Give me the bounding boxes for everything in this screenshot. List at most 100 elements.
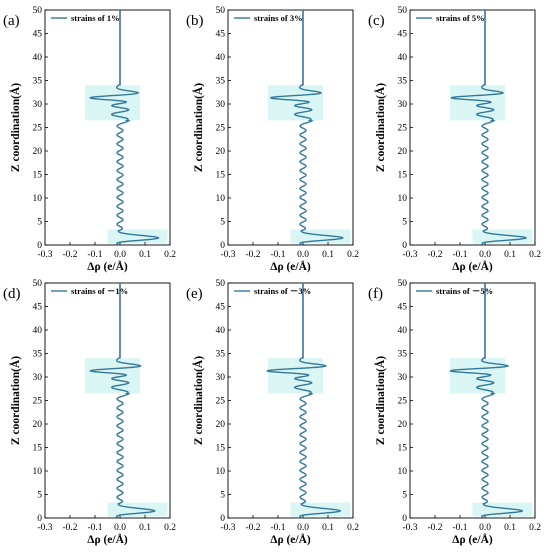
y-axis-label: Z coordination(Å) [373,356,387,445]
chart-panel: 0 5 10 15 20 25 30 35 40 45 50 -0.3 -0.2 -0.1 0.0 0.1 0.… [368,279,541,546]
y-tick-label: 25 [33,124,43,134]
y-tick-label: 50 [398,6,408,16]
y-tick-label: 35 [33,77,43,87]
x-tick-label: -0.1 [452,523,467,533]
y-tick-label: 45 [216,303,226,313]
x-tick-label: 0.1 [139,250,151,260]
x-tick-label: -0.3 [402,250,417,260]
y-tick-label: 35 [398,77,408,87]
y-tick-label: 10 [33,194,43,204]
y-tick-label: 40 [33,326,43,336]
x-tick-label: -0.2 [245,523,260,533]
y-tick-label: 10 [33,467,43,477]
x-tick-label: 0.0 [114,523,126,533]
x-tick-label: 0.2 [164,523,176,533]
y-tick-label: 35 [398,350,408,360]
y-tick-label: 5 [220,491,225,501]
y-tick-label: 35 [216,350,226,360]
x-tick-label: 0.2 [164,250,176,260]
y-tick-label: 35 [216,77,226,87]
y-tick-label: 0 [37,241,42,251]
y-tick-label: 25 [33,397,43,407]
x-axis-label: Δρ (e/Å) [87,532,128,546]
y-tick-label: 0 [37,514,42,524]
plot-frame [44,282,171,519]
y-tick-label: 0 [402,241,407,251]
plot-frame [227,9,354,246]
y-tick-label: 0 [220,241,225,251]
x-tick-label: -0.1 [87,250,102,260]
y-tick-label: 45 [216,30,226,40]
y-tick-label: 25 [216,124,226,134]
x-tick-label: 0.0 [114,250,126,260]
data-series-line [269,10,344,246]
panel-label: (f) [368,286,383,302]
chart-panel: 0 5 10 15 20 25 30 35 40 45 50 -0.3 -0.2 -0.1 0.0 0.1 0.… [3,279,176,546]
y-axis-label: Z coordination(Å) [8,356,22,445]
chart-panel: 0 5 10 15 20 25 30 35 40 45 50 -0.3 -0.2 -0.1 0.0 0.1 0.… [3,6,176,273]
x-tick-label: -0.3 [402,523,417,533]
y-tick-label: 50 [398,279,408,289]
y-axis-label: Z coordination(Å) [191,83,205,172]
y-tick-label: 25 [398,124,408,134]
plot-frame [409,9,536,246]
y-tick-label: 20 [398,147,408,157]
x-tick-label: -0.2 [62,523,77,533]
legend-label: strains of 3% [254,13,303,23]
y-tick-label: 5 [402,491,407,501]
data-series-line [266,283,342,519]
legend-label: strains of 5% [436,13,485,23]
y-tick-label: 45 [398,30,408,40]
y-tick-label: 40 [398,326,408,336]
y-tick-label: 30 [398,373,408,383]
y-tick-label: 15 [216,171,226,181]
y-axis-label: Z coordination(Å) [373,83,387,172]
x-tick-label: 0.0 [479,523,491,533]
y-tick-label: 5 [220,218,225,228]
highlight-band [290,502,351,517]
panel-label: (e) [186,286,203,302]
x-tick-label: 0.1 [139,523,151,533]
y-tick-label: 15 [398,444,408,454]
y-tick-label: 25 [398,397,408,407]
y-tick-label: 50 [216,6,226,16]
data-series-line [89,283,156,519]
highlight-band [107,229,168,244]
x-axis-label: Δρ (e/Å) [87,259,128,273]
x-tick-label: -0.3 [220,523,235,533]
y-tick-label: 0 [402,514,407,524]
x-tick-label: 0.1 [322,250,334,260]
y-tick-label: 20 [216,420,226,430]
plot-frame [44,9,171,246]
x-tick-label: -0.2 [62,250,77,260]
x-tick-label: 0.1 [322,523,334,533]
x-tick-label: 0.2 [347,250,359,260]
x-tick-label: 0.2 [347,523,359,533]
panel-label: (c) [368,13,385,29]
y-tick-label: 5 [37,218,42,228]
x-axis-label: Δρ (e/Å) [452,532,493,546]
x-tick-label: -0.2 [245,250,260,260]
x-tick-label: 0.2 [529,250,541,260]
x-tick-label: -0.1 [270,523,285,533]
chart-panel: 0 5 10 15 20 25 30 35 40 45 50 -0.3 -0.2 -0.1 0.0 0.1 0.… [186,6,359,273]
highlight-band [290,229,351,244]
data-series-line [449,283,524,519]
legend-label: strains of －5% [436,286,493,296]
y-tick-label: 30 [216,100,226,110]
y-tick-label: 35 [33,350,43,360]
y-tick-label: 30 [398,100,408,110]
x-axis-label: Δρ (e/Å) [270,259,311,273]
y-tick-label: 40 [33,53,43,63]
y-tick-label: 30 [33,373,43,383]
x-tick-label: -0.1 [270,250,285,260]
x-tick-label: -0.2 [427,250,442,260]
y-tick-label: 20 [398,420,408,430]
panel-label: (d) [3,286,21,302]
x-tick-label: -0.1 [87,523,102,533]
y-tick-label: 0 [220,514,225,524]
y-tick-label: 20 [216,147,226,157]
panel-label: (b) [186,13,204,29]
y-tick-label: 30 [216,373,226,383]
